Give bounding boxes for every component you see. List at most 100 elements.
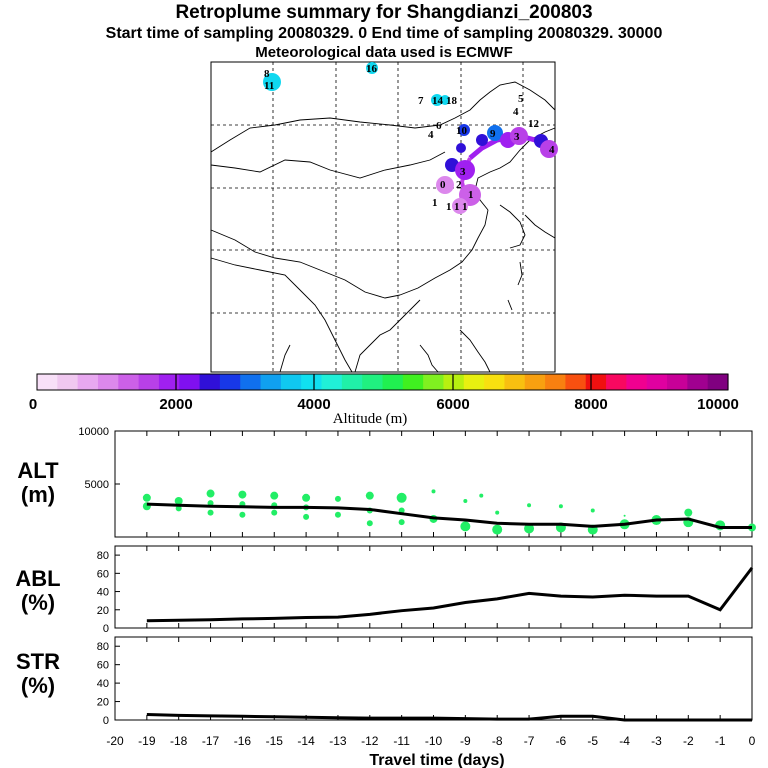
colorbar-cell [707,374,729,390]
y-tick-label: 40 [97,587,109,599]
abl-unit: (%) [21,590,55,615]
altitude-marker [431,489,436,494]
day-label: 1 [468,189,474,201]
chart-title: Retroplume summary for Shangdianzi_20080… [175,2,593,23]
colorbar-cell [57,374,79,390]
x-tick-label: -18 [170,734,188,748]
plume-cluster-dot [431,94,443,106]
x-tick-label: -11 [393,734,410,748]
plume-cluster-dot [455,160,475,180]
day-label: 1 [454,201,460,213]
x-tick-label: -1 [715,734,726,748]
plume-cluster-dot [476,134,488,146]
colorbar-tick-label: 4000 [297,396,330,413]
x-tick-label: -13 [329,734,347,748]
colorbar-cell [402,374,424,390]
altitude-marker [527,503,532,508]
abl-series-line [146,566,754,623]
alt-title: ALT [17,458,59,483]
colorbar-cell [240,374,262,390]
colorbar-cell [321,374,343,390]
x-tick-label: -9 [460,734,471,748]
y-tick-label: 60 [97,660,109,672]
colorbar-cell [484,374,506,390]
str-series-line [146,712,752,722]
colorbar-tick-label: 10000 [697,396,739,413]
altitude-marker [142,493,151,502]
panel-abl: 0 20 40 60 80 [97,545,754,635]
plume-cluster-dot [452,198,468,214]
colorbar-tick-label: 6000 [436,396,469,413]
plume-cluster-dot [366,62,378,74]
altitude-marker [175,505,182,512]
colorbar-cell [443,374,465,390]
map-gridlines [211,62,555,372]
map-panel: 8 11 16 7 14 18 5 4 6 4 10 9 12 3 4 3 2 … [210,61,558,373]
altitude-marker [463,498,468,503]
colorbar-cell [362,374,384,390]
time-series-panels: 5000 10000 0 20 40 60 80 0 20 40 60 80 [78,426,756,727]
day-label: 4 [428,129,434,141]
altitude-marker [492,524,503,535]
y-tick-label: 40 [97,678,109,690]
altitude-marker [303,513,310,520]
x-tick-label: -12 [361,734,379,748]
altitude-marker [334,511,341,518]
colorbar-cell [118,374,140,390]
x-tick-label: 0 [749,734,756,748]
abl-title: ABL [15,566,60,591]
colorbar-cell [524,374,546,390]
x-tick-label: -7 [524,734,535,748]
altitude-marker [366,520,373,527]
y-tick-label: 80 [97,641,109,653]
plume-cluster-dot [263,73,281,91]
y-tick-label: 0 [103,623,109,635]
x-axis-label: Travel time (days) [369,752,504,768]
colorbar-cell [504,374,526,390]
day-label: 11 [264,80,274,92]
y-tick-label: 10000 [78,426,109,438]
altitude-marker [365,491,374,500]
panel-titles: ALT (m) ABL (%) STR (%) [15,458,60,698]
day-label: 5 [518,93,524,105]
x-tick-label: -17 [202,734,220,748]
altitude-marker [238,490,247,499]
day-label: 4 [513,106,519,118]
plume-cluster-dot [540,140,558,158]
day-label: 16 [366,63,378,75]
y-tick-label: 60 [97,568,109,580]
day-label: 1 [432,197,438,209]
x-tick-label: -15 [266,734,284,748]
day-label: 10 [456,125,468,137]
y-tick-label: 80 [97,550,109,562]
colorbar-tick-label: 0 [29,396,37,413]
colorbar-cell [199,374,221,390]
altitude-marker [590,508,595,513]
y-tick-label: 0 [103,715,109,727]
colorbar-label: Altitude (m) [333,411,408,427]
colorbar-frame [36,373,729,391]
x-tick-label: -10 [425,734,443,748]
colorbar-cell [301,374,323,390]
colorbar-cell [423,374,445,390]
x-tick-label: -2 [683,734,694,748]
day-label: 4 [549,144,555,156]
altitude-marker [396,492,407,503]
colorbar-cell [382,374,404,390]
colorbar-cell [37,374,58,390]
colorbar-cell [687,374,709,390]
colorbar: 0 2000 4000 6000 8000 10000 Altitude (m) [29,373,739,427]
day-label: 3 [460,166,466,178]
x-tick-label: -14 [297,734,315,748]
x-axis: -20 -19 -18 -17 -16 -15 -14 -13 -12 -11 -10 -9 -8 -7-… [106,734,755,748]
colorbar-tick-labels: 0 2000 4000 6000 8000 10000 [29,396,739,413]
colorbar-cell [341,374,363,390]
plume-cluster-dot [440,95,450,105]
plume-day-labels: 8 11 16 7 14 18 5 4 6 4 10 9 12 3 4 3 2 … [264,63,555,213]
colorbar-cell [280,374,302,390]
day-label: 0 [440,179,446,191]
colorbar-cell [667,374,688,390]
day-label: 1 [446,201,452,213]
y-tick-label: 5000 [85,479,109,491]
colorbar-cell [545,374,567,390]
